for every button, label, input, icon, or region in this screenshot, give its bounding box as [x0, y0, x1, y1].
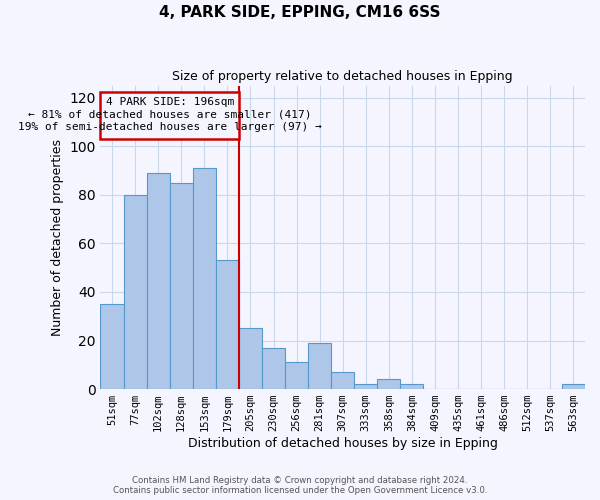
Text: Contains HM Land Registry data © Crown copyright and database right 2024.
Contai: Contains HM Land Registry data © Crown c…	[113, 476, 487, 495]
Bar	[331, 372, 354, 389]
Bar	[170, 182, 193, 389]
Bar	[285, 362, 308, 389]
Bar	[100, 304, 124, 389]
Bar	[354, 384, 377, 389]
Y-axis label: Number of detached properties: Number of detached properties	[50, 139, 64, 336]
X-axis label: Distribution of detached houses by size in Epping: Distribution of detached houses by size …	[188, 437, 497, 450]
Text: ← 81% of detached houses are smaller (417): ← 81% of detached houses are smaller (41…	[28, 110, 311, 120]
Bar	[193, 168, 216, 389]
FancyBboxPatch shape	[100, 92, 239, 139]
Bar	[562, 384, 585, 389]
Text: 4, PARK SIDE, EPPING, CM16 6SS: 4, PARK SIDE, EPPING, CM16 6SS	[159, 5, 441, 20]
Bar	[400, 384, 424, 389]
Bar	[124, 195, 146, 389]
Bar	[146, 173, 170, 389]
Bar	[308, 343, 331, 389]
Title: Size of property relative to detached houses in Epping: Size of property relative to detached ho…	[172, 70, 513, 83]
Bar	[239, 328, 262, 389]
Text: 19% of semi-detached houses are larger (97) →: 19% of semi-detached houses are larger (…	[18, 122, 322, 132]
Bar	[377, 380, 400, 389]
Text: 4 PARK SIDE: 196sqm: 4 PARK SIDE: 196sqm	[106, 97, 234, 107]
Bar	[262, 348, 285, 389]
Bar	[216, 260, 239, 389]
